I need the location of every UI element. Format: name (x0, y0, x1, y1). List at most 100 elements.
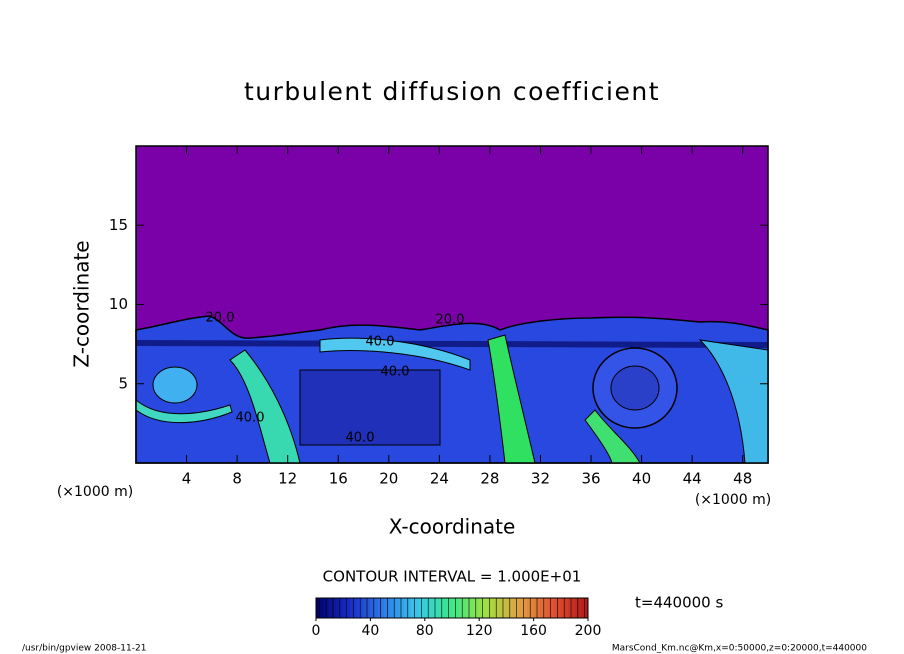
colorbar-swatch (486, 598, 490, 618)
colorbar-tick-label: 0 (312, 623, 321, 639)
colorbar-swatch (452, 598, 456, 618)
field-cell (299, 369, 441, 446)
colorbar-swatch (482, 598, 487, 618)
colorbar-swatch (346, 598, 351, 618)
y-axis-label: Z-coordinate (70, 240, 94, 367)
colorbar-swatch (322, 598, 327, 618)
x-tick-label: 8 (232, 470, 242, 488)
time-label: t=440000 s (635, 594, 723, 612)
contour-label: 40.0 (381, 365, 410, 380)
colorbar-swatch (574, 598, 579, 618)
colorbar-swatch (496, 598, 500, 618)
colorbar-swatch (564, 598, 568, 618)
field-band (136, 340, 768, 348)
colorbar-swatch (370, 598, 375, 618)
colorbar-swatch (571, 598, 575, 618)
colorbar-swatch (475, 598, 480, 618)
x-tick-label: 20 (379, 470, 398, 488)
footer-left: /usr/bin/gpview 2008-11-21 (22, 644, 146, 654)
field-eddy (152, 366, 198, 404)
colorbar-swatch (428, 598, 432, 618)
colorbar-swatch (394, 598, 398, 618)
colorbar-swatch (523, 598, 528, 618)
x-unit: (×1000 m) (695, 492, 771, 508)
colorbar-swatch (329, 598, 334, 618)
colorbar-swatch (373, 598, 378, 618)
colorbar-swatch (554, 598, 558, 618)
colorbar-swatch (445, 598, 449, 618)
colorbar-swatch (455, 598, 460, 618)
colorbar-swatch (363, 598, 368, 618)
colorbar-swatch (509, 598, 514, 618)
colorbar-swatch (316, 598, 320, 618)
x-tick-label: 48 (733, 470, 752, 488)
colorbar-swatch (448, 598, 453, 618)
colorbar-swatch (530, 598, 534, 618)
colorbar-swatch (547, 598, 551, 618)
colorbar-swatch (462, 598, 466, 618)
colorbar-swatch (343, 598, 347, 618)
x-axis-label: X-coordinate (389, 515, 516, 539)
x-tick-label: 36 (581, 470, 600, 488)
colorbar-swatch (414, 598, 419, 618)
colorbar-swatch (424, 598, 429, 618)
colorbar-swatch (326, 598, 330, 618)
colorbar-swatch (390, 598, 395, 618)
field-streak (319, 337, 471, 371)
colorbar-swatch (360, 598, 364, 618)
colorbar-swatch (387, 598, 392, 618)
colorbar-swatch (533, 598, 538, 618)
x-tick-label: 32 (531, 470, 550, 488)
y-tick-label: 10 (109, 295, 128, 313)
colorbar-swatch (577, 598, 582, 618)
footer-right: MarsCond_Km.nc@Km,x=0:50000,z=0:20000,t=… (612, 644, 867, 654)
colorbar-swatch (404, 598, 409, 618)
colorbar-tick-label: 160 (520, 623, 547, 639)
colorbar-swatch (499, 598, 504, 618)
colorbar-swatch (465, 598, 470, 618)
contour-label: 20.0 (436, 313, 465, 328)
colorbar-swatch (584, 598, 589, 618)
colorbar-swatch (384, 598, 388, 618)
field-eddy-core (610, 365, 660, 411)
colorbar-swatch (336, 598, 341, 618)
colorbar-swatch (513, 598, 517, 618)
colorbar-swatch (401, 598, 405, 618)
colorbar-swatch (520, 598, 524, 618)
colorbar-swatch (506, 598, 511, 618)
colorbar-swatch (526, 598, 531, 618)
colorbar-swatch (540, 598, 545, 618)
colorbar-swatch (339, 598, 344, 618)
colorbar-swatch (458, 598, 463, 618)
colorbar-swatch (435, 598, 439, 618)
colorbar-swatch (367, 598, 371, 618)
colorbar-swatch (397, 598, 402, 618)
x-tick-label: 24 (430, 470, 449, 488)
colorbar-swatch (557, 598, 562, 618)
colorbar-swatch (550, 598, 555, 618)
colorbar-swatch (516, 598, 521, 618)
colorbar-swatch (319, 598, 324, 618)
x-tick-label: 16 (329, 470, 348, 488)
contour-label: 40.0 (236, 411, 265, 426)
colorbar-swatch (421, 598, 426, 618)
colorbar-tick-label: 120 (466, 623, 493, 639)
colorbar-swatch (431, 598, 436, 618)
colorbar-swatch (418, 598, 422, 618)
chart-title: turbulent diffusion coefficient (244, 77, 660, 106)
colorbar-tick-label: 80 (416, 623, 434, 639)
colorbar-swatch (350, 598, 354, 618)
colorbar-swatch (441, 598, 446, 618)
colorbar-swatch (492, 598, 497, 618)
colorbar-tick-label: 40 (361, 623, 379, 639)
colorbar-swatch (543, 598, 548, 618)
x-tick-label: 12 (278, 470, 297, 488)
contour-label: 20.0 (206, 311, 235, 326)
x-unit: (×1000 m) (57, 484, 133, 500)
field (135, 146, 769, 464)
y-tick-label: 15 (109, 216, 128, 234)
x-tick-label: 4 (182, 470, 192, 488)
colorbar-swatch (380, 598, 385, 618)
x-tick-label: 40 (632, 470, 651, 488)
